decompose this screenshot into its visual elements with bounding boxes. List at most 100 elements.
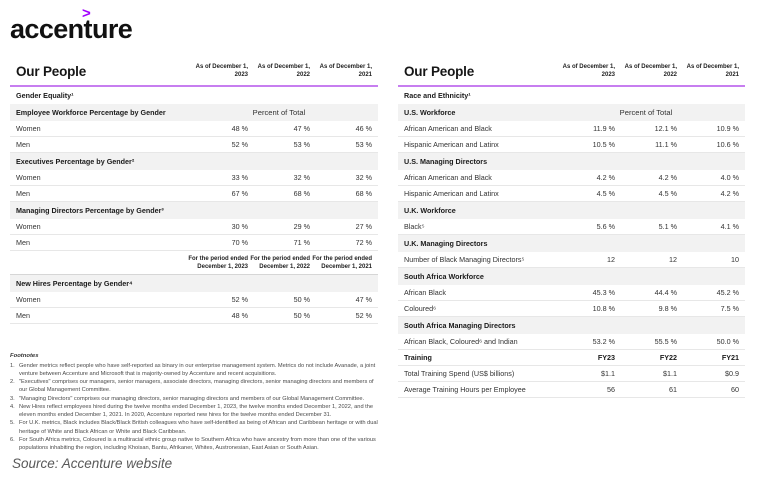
table-row-data: Number of Black Managing Directors⁵ 12 12 1…: [398, 252, 745, 268]
row-label: Men: [16, 139, 30, 149]
column-header-line: 2023: [601, 71, 615, 78]
row-value: 10: [731, 254, 739, 264]
row-label: Number of Black Managing Directors⁵: [404, 254, 525, 264]
footnote-number: 3.: [10, 395, 15, 402]
footnote-item: 4. New Hires reflect employees hired duri…: [10, 403, 382, 420]
column-header-line: December 1, 2022: [259, 263, 310, 270]
column-header-line: 2023: [234, 71, 248, 78]
table-row-data: Hispanic American and Latinx 10.5 % 11.1 %…: [398, 137, 745, 153]
row-value: 56: [607, 384, 615, 394]
row-label: U.S. Managing Directors: [404, 156, 488, 166]
column-header-line: 2022: [296, 71, 310, 78]
column-header-line: As of December 1,: [624, 64, 677, 70]
row-value: 4.2 %: [658, 172, 677, 182]
table-row-bold: Training FY23 FY22 FY21: [398, 350, 745, 366]
row-label: Women: [16, 221, 41, 231]
row-value: 71 %: [293, 237, 310, 247]
table-title: Our People: [16, 64, 87, 79]
percent-of-total-note: Percent of Total: [619, 107, 673, 117]
column-header-line: For the period ended: [250, 256, 310, 262]
table-row-band: U.S. Workforce Percent of Total: [398, 103, 745, 121]
row-label: African Black: [404, 287, 446, 297]
footnote-text: New Hires reflect employees hired during…: [19, 403, 374, 419]
column-header-line: December 1, 2023: [197, 263, 248, 270]
footnotes-title: Footnotes: [10, 353, 39, 359]
table-row-band: New Hires Percentage by Gender⁴: [10, 274, 378, 292]
table-header: Our People As of December 1, 2023 As of …: [10, 64, 378, 85]
period-column-header: For the period ended December 1, 2021: [310, 256, 372, 272]
row-value: 45.3 %: [592, 287, 615, 297]
row-label: African American and Black: [404, 172, 492, 182]
row-value: 10.8 %: [592, 303, 615, 313]
period-column-header: For the period ended December 1, 2022: [248, 256, 310, 272]
row-value: 4.5 %: [658, 188, 677, 198]
table-row-section: Gender Equality¹: [10, 87, 378, 104]
table-title: Our People: [404, 64, 475, 79]
race-ethnicity-table: Our People As of December 1, 2023 As of …: [398, 64, 745, 398]
column-header-line: As of December 1,: [257, 64, 310, 70]
footnote-text: Gender metrics reflect people who have s…: [19, 362, 376, 377]
table-row-band: U.S. Managing Directors: [398, 152, 745, 170]
table-row-data: Average Training Hours per Employee 56 61 6…: [398, 382, 745, 398]
row-value: 52 %: [231, 294, 248, 304]
table-row-data: Women 33 % 32 % 32 %: [10, 170, 378, 186]
accenture-logo: > accenture: [10, 5, 160, 50]
row-value: 60: [731, 384, 739, 394]
row-value: 4.0 %: [720, 172, 739, 182]
row-label: Employee Workforce Percentage by Gender: [16, 107, 166, 117]
table-row-data: Hispanic American and Latinx 4.5 % 4.5 % 4.…: [398, 186, 745, 202]
row-spacer: [16, 268, 186, 272]
column-header-line: For the period ended: [188, 256, 248, 262]
row-value: 72 %: [355, 237, 372, 247]
column-header-2021: As of December 1, 2021: [677, 64, 739, 80]
row-value: 11.9 %: [593, 123, 615, 133]
row-value: 50 %: [293, 294, 310, 304]
purple-divider: [398, 84, 745, 87]
row-label: Black⁵: [404, 221, 425, 231]
row-label: Average Training Hours per Employee: [404, 384, 526, 394]
column-header-line: 2021: [358, 71, 372, 78]
footnote-text: For U.K. metrics, Black includes Black/B…: [19, 420, 378, 435]
row-value: 47 %: [355, 294, 372, 304]
table-row-data: Men 67 % 68 % 68 %: [10, 186, 378, 202]
column-header-line: As of December 1,: [195, 64, 248, 70]
table-row-band: South Africa Workforce: [398, 267, 745, 285]
row-value: 46 %: [355, 123, 372, 133]
column-header-line: 2021: [725, 71, 739, 78]
table-row-data: Black⁵ 5.6 % 5.1 % 4.1 %: [398, 219, 745, 235]
accenture-greater-than-icon: >: [82, 5, 91, 22]
row-value: 68 %: [355, 188, 372, 198]
table-rows: Gender Equality¹ Employee Workforce Perce…: [10, 87, 378, 324]
row-value: 32 %: [293, 172, 310, 182]
column-header-line: 2022: [663, 71, 677, 78]
row-label: South Africa Managing Directors: [404, 320, 516, 330]
row-value: 47 %: [293, 123, 310, 133]
row-label: U.S. Workforce: [404, 107, 456, 117]
row-label: Men: [16, 237, 30, 247]
row-value: 7.5 %: [720, 303, 739, 313]
table-row-data: Men 70 % 71 % 72 %: [10, 235, 378, 251]
period-column-header: For the period ended December 1, 2023: [186, 256, 248, 272]
row-label: Men: [16, 310, 30, 320]
row-label: Executives Percentage by Gender²: [16, 156, 135, 166]
row-value: 12.1 %: [654, 123, 677, 133]
row-value: 10.5 %: [592, 139, 615, 149]
row-value: 5.6 %: [596, 221, 615, 231]
row-value: 5.1 %: [658, 221, 677, 231]
row-label: Hispanic American and Latinx: [404, 139, 499, 149]
row-value: 4.5 %: [596, 188, 615, 198]
column-header-2023: As of December 1, 2023: [186, 64, 248, 80]
table-row-data: Men 48 % 50 % 52 %: [10, 308, 378, 324]
row-value: 52 %: [231, 139, 248, 149]
footnote-text: For South Africa metrics, Coloured is a …: [19, 436, 376, 452]
table-row-data: African Black 45.3 % 44.4 % 45.2 %: [398, 285, 745, 301]
table-row-cols: For the period ended December 1, 2023 For …: [10, 251, 378, 275]
row-label: U.K. Workforce: [404, 205, 456, 215]
row-value: 50.0 %: [716, 336, 739, 346]
row-value: 10.6 %: [716, 139, 739, 149]
footnote-number: 4.: [10, 403, 15, 410]
column-header-line: As of December 1,: [686, 64, 739, 70]
accenture-wordmark: accenture: [10, 14, 133, 44]
table-row-section: Race and Ethnicity¹: [398, 87, 745, 104]
table-rows: Race and Ethnicity¹ U.S. Workforce Percent…: [398, 87, 745, 398]
